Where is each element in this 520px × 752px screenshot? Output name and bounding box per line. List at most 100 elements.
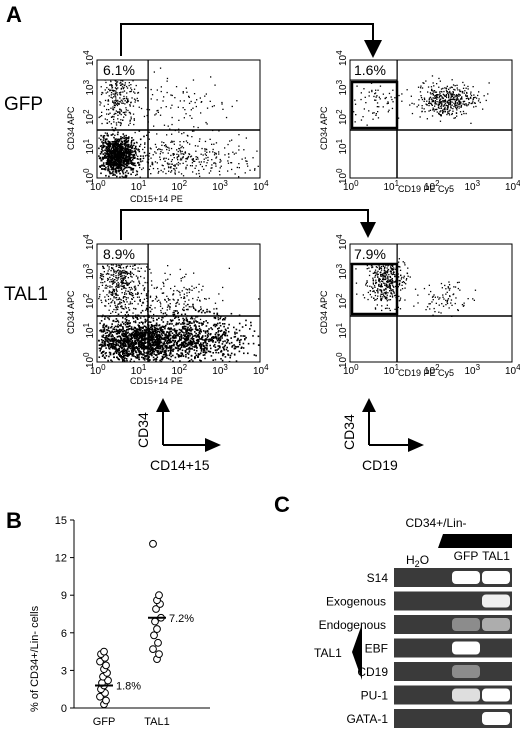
data-point xyxy=(149,645,157,653)
y-tick-label: 9 xyxy=(61,590,67,602)
y-tick-label: 101 xyxy=(82,322,96,338)
gel-band xyxy=(452,688,480,702)
y-tick-label: 101 xyxy=(335,138,349,154)
y-tick-label: 103 xyxy=(82,79,96,95)
y-tick-label: 0 xyxy=(61,703,67,715)
data-point xyxy=(102,661,110,670)
y-tick-label: 103 xyxy=(335,79,349,95)
x-tick-label: 102 xyxy=(172,179,188,193)
x-axis-label: CD15+14 PE xyxy=(130,376,183,386)
y-tick-label: 100 xyxy=(82,168,96,184)
y-tick-label: 100 xyxy=(82,352,96,368)
gel-band xyxy=(452,665,480,678)
y-tick-label: 102 xyxy=(82,109,96,125)
data-point xyxy=(100,647,108,656)
gradient-wedge xyxy=(438,534,512,548)
gel-row-label: PU-1 xyxy=(361,689,389,703)
gel-band xyxy=(482,594,510,608)
x-tick-label: 103 xyxy=(212,363,228,377)
median-label: 1.8% xyxy=(116,680,141,692)
gel-band xyxy=(482,618,510,631)
gel-band xyxy=(482,571,510,584)
y-axis-label: CD34 APC xyxy=(66,106,76,150)
gate-percent: 7.9% xyxy=(354,246,386,262)
data-point xyxy=(154,638,162,647)
gate-arrow-tal1 xyxy=(120,209,376,240)
x-tick-label: 100 xyxy=(343,179,359,193)
panel-letter-b: B xyxy=(6,508,22,533)
gel-row-label: Endogenous xyxy=(319,618,386,632)
x-tick-label: 102 xyxy=(424,179,440,193)
gel-row-label: S14 xyxy=(367,571,389,585)
row-label-gfp: GFP xyxy=(4,94,43,115)
y-tick-label: 101 xyxy=(82,138,96,154)
x-tick-label: 100 xyxy=(343,363,359,377)
y-tick-label: 101 xyxy=(335,322,349,338)
y-tick-label: 3 xyxy=(61,665,67,677)
row-label-tal1: TAL1 xyxy=(4,284,48,305)
y-tick-label: 102 xyxy=(82,293,96,309)
lane-label-tal1: TAL1 xyxy=(482,549,510,563)
y-tick-label: 103 xyxy=(335,263,349,279)
data-point xyxy=(102,696,110,705)
axis-key-x: CD19 xyxy=(362,457,398,473)
y-tick-label: 12 xyxy=(55,553,67,565)
dot-plot: % of CD34+/Lin- cells 0 3 6 9 12 15 GFP TAL1 1… xyxy=(29,515,210,728)
y-tick-label: 100 xyxy=(335,168,349,184)
x-tick-label: 103 xyxy=(465,179,481,193)
x-tick-label: 103 xyxy=(212,179,228,193)
axis-key-left: CD34 CD14+15 xyxy=(135,398,221,473)
axis-key-x: CD14+15 xyxy=(150,457,210,473)
y-tick-label: 104 xyxy=(335,234,349,250)
data-point xyxy=(155,650,163,659)
x-tick-label: 104 xyxy=(253,179,269,193)
y-tick-label: 100 xyxy=(335,352,349,368)
x-axis-label: CD19 PE Cy5 xyxy=(398,368,454,378)
gel-row-label: CD19 xyxy=(357,665,388,679)
data-point xyxy=(150,631,158,640)
gel-row-label: EBF xyxy=(365,642,388,656)
x-tick-label: 101 xyxy=(131,363,147,377)
median-label: 7.2% xyxy=(169,613,194,625)
tal1-bracket xyxy=(352,624,362,680)
data-point xyxy=(152,605,160,613)
y-axis-label: % of CD34+/Lin- cells xyxy=(29,605,41,712)
gate-percent: 8.9% xyxy=(103,246,135,262)
gate-arrow-gfp xyxy=(120,23,382,58)
x-tick-label: 104 xyxy=(253,363,269,377)
panel-letter-c: C xyxy=(274,492,290,517)
tal1-group-label: TAL1 xyxy=(314,646,342,660)
lane-label-gfp: GFP xyxy=(454,549,479,563)
y-tick-label: 102 xyxy=(335,293,349,309)
gel-band xyxy=(482,712,510,725)
y-tick-label: 6 xyxy=(61,628,67,640)
x-category-label: GFP xyxy=(93,716,116,728)
x-tick-label: 100 xyxy=(90,363,106,377)
data-point xyxy=(149,539,157,548)
x-tick-label: 101 xyxy=(384,363,400,377)
gel-strip xyxy=(394,709,512,728)
x-tick-label: 101 xyxy=(131,179,147,193)
gel-row-label: Exogenous xyxy=(326,595,386,609)
x-tick-label: 101 xyxy=(384,179,400,193)
panel-letter-a: A xyxy=(6,2,22,27)
y-tick-label: 103 xyxy=(82,263,96,279)
x-tick-label: 103 xyxy=(465,363,481,377)
gel-band xyxy=(452,641,480,655)
y-tick-label: 104 xyxy=(82,50,96,66)
water-lane-label: H2O xyxy=(406,553,429,569)
gel-band xyxy=(452,571,480,584)
data-point xyxy=(153,625,161,633)
y-tick-label: 102 xyxy=(335,109,349,125)
gate-percent: 6.1% xyxy=(103,62,135,78)
gate-percent: 1.6% xyxy=(354,62,386,78)
x-tick-label: 104 xyxy=(505,363,520,377)
x-tick-label: 102 xyxy=(424,363,440,377)
x-axis-label: CD15+14 PE xyxy=(130,194,183,204)
y-axis-label: CD34 APC xyxy=(66,290,76,334)
gel-header: CD34+/Lin- xyxy=(405,516,466,530)
